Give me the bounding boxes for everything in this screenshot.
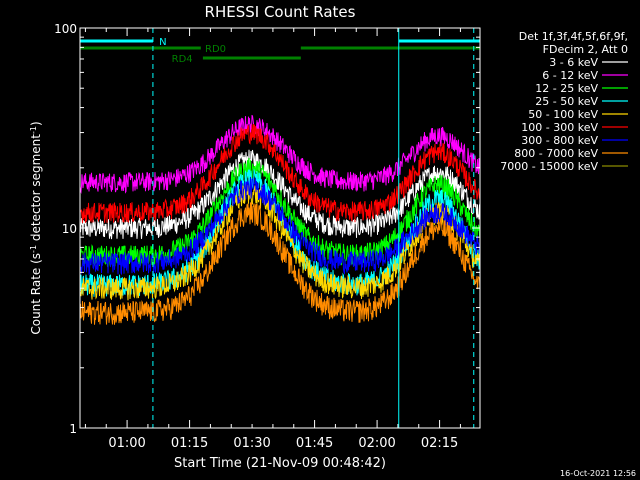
x-tick-label-1: 01:00 bbox=[108, 436, 145, 451]
series-line-6 bbox=[79, 123, 481, 224]
legend-label-4: 25 - 50 keV bbox=[535, 95, 598, 108]
legend-label-2: 6 - 12 keV bbox=[542, 69, 598, 82]
y-axis-label: Count Rate (s-1 detector segment-1) bbox=[29, 121, 44, 334]
legend-label-8: 800 - 7000 keV bbox=[514, 147, 598, 160]
attenuator-label-2: RD0 bbox=[205, 44, 226, 55]
y-tick-label-1: 1 bbox=[69, 422, 77, 436]
legend-header-line-2: FDecim 2, Att 0 bbox=[543, 43, 628, 56]
legend-label-7: 300 - 800 keV bbox=[521, 134, 598, 147]
chart-title: RHESSI Count Rates bbox=[205, 3, 356, 21]
legend-label-3: 12 - 25 keV bbox=[535, 82, 598, 95]
legend-label-1: 3 - 6 keV bbox=[549, 56, 598, 69]
x-tick-label-5: 02:00 bbox=[358, 436, 395, 451]
series-layer bbox=[79, 114, 481, 325]
x-tick-label-2: 01:15 bbox=[171, 436, 208, 451]
legend-header-line-1: Det 1f,3f,4f,5f,6f,9f, bbox=[519, 30, 628, 43]
y-tick-label-3: 100 bbox=[54, 22, 77, 36]
x-axis: 01:00 01:15 01:30 01:45 02:00 02:15 bbox=[84, 28, 461, 451]
legend-label-9: 7000 - 15000 keV bbox=[500, 160, 598, 173]
series-line-7 bbox=[79, 176, 481, 276]
x-tick-label-4: 01:45 bbox=[296, 436, 333, 451]
series-line-2 bbox=[79, 114, 481, 194]
y-axis: 1 10 100 bbox=[54, 22, 480, 436]
series-line-8 bbox=[79, 202, 481, 325]
x-tick-label-6: 02:15 bbox=[421, 436, 458, 451]
series-line-1 bbox=[79, 149, 481, 240]
attenuator-label-1: N bbox=[159, 37, 166, 48]
attenuator-label-3: RD4 bbox=[172, 54, 193, 65]
legend-label-5: 50 - 100 keV bbox=[528, 108, 598, 121]
timestamp: 16-Oct-2021 12:56 bbox=[560, 469, 636, 478]
legend: Det 1f,3f,4f,5f,6f,9f, FDecim 2, Att 0 3… bbox=[500, 30, 628, 173]
x-axis-label: Start Time (21-Nov-09 00:48:42) bbox=[174, 456, 386, 471]
y-tick-label-2: 10 bbox=[62, 222, 77, 236]
overlay-layer: N RD0 RD4 bbox=[80, 28, 480, 428]
legend-label-6: 100 - 300 keV bbox=[521, 121, 598, 134]
x-tick-label-3: 01:30 bbox=[233, 436, 270, 451]
